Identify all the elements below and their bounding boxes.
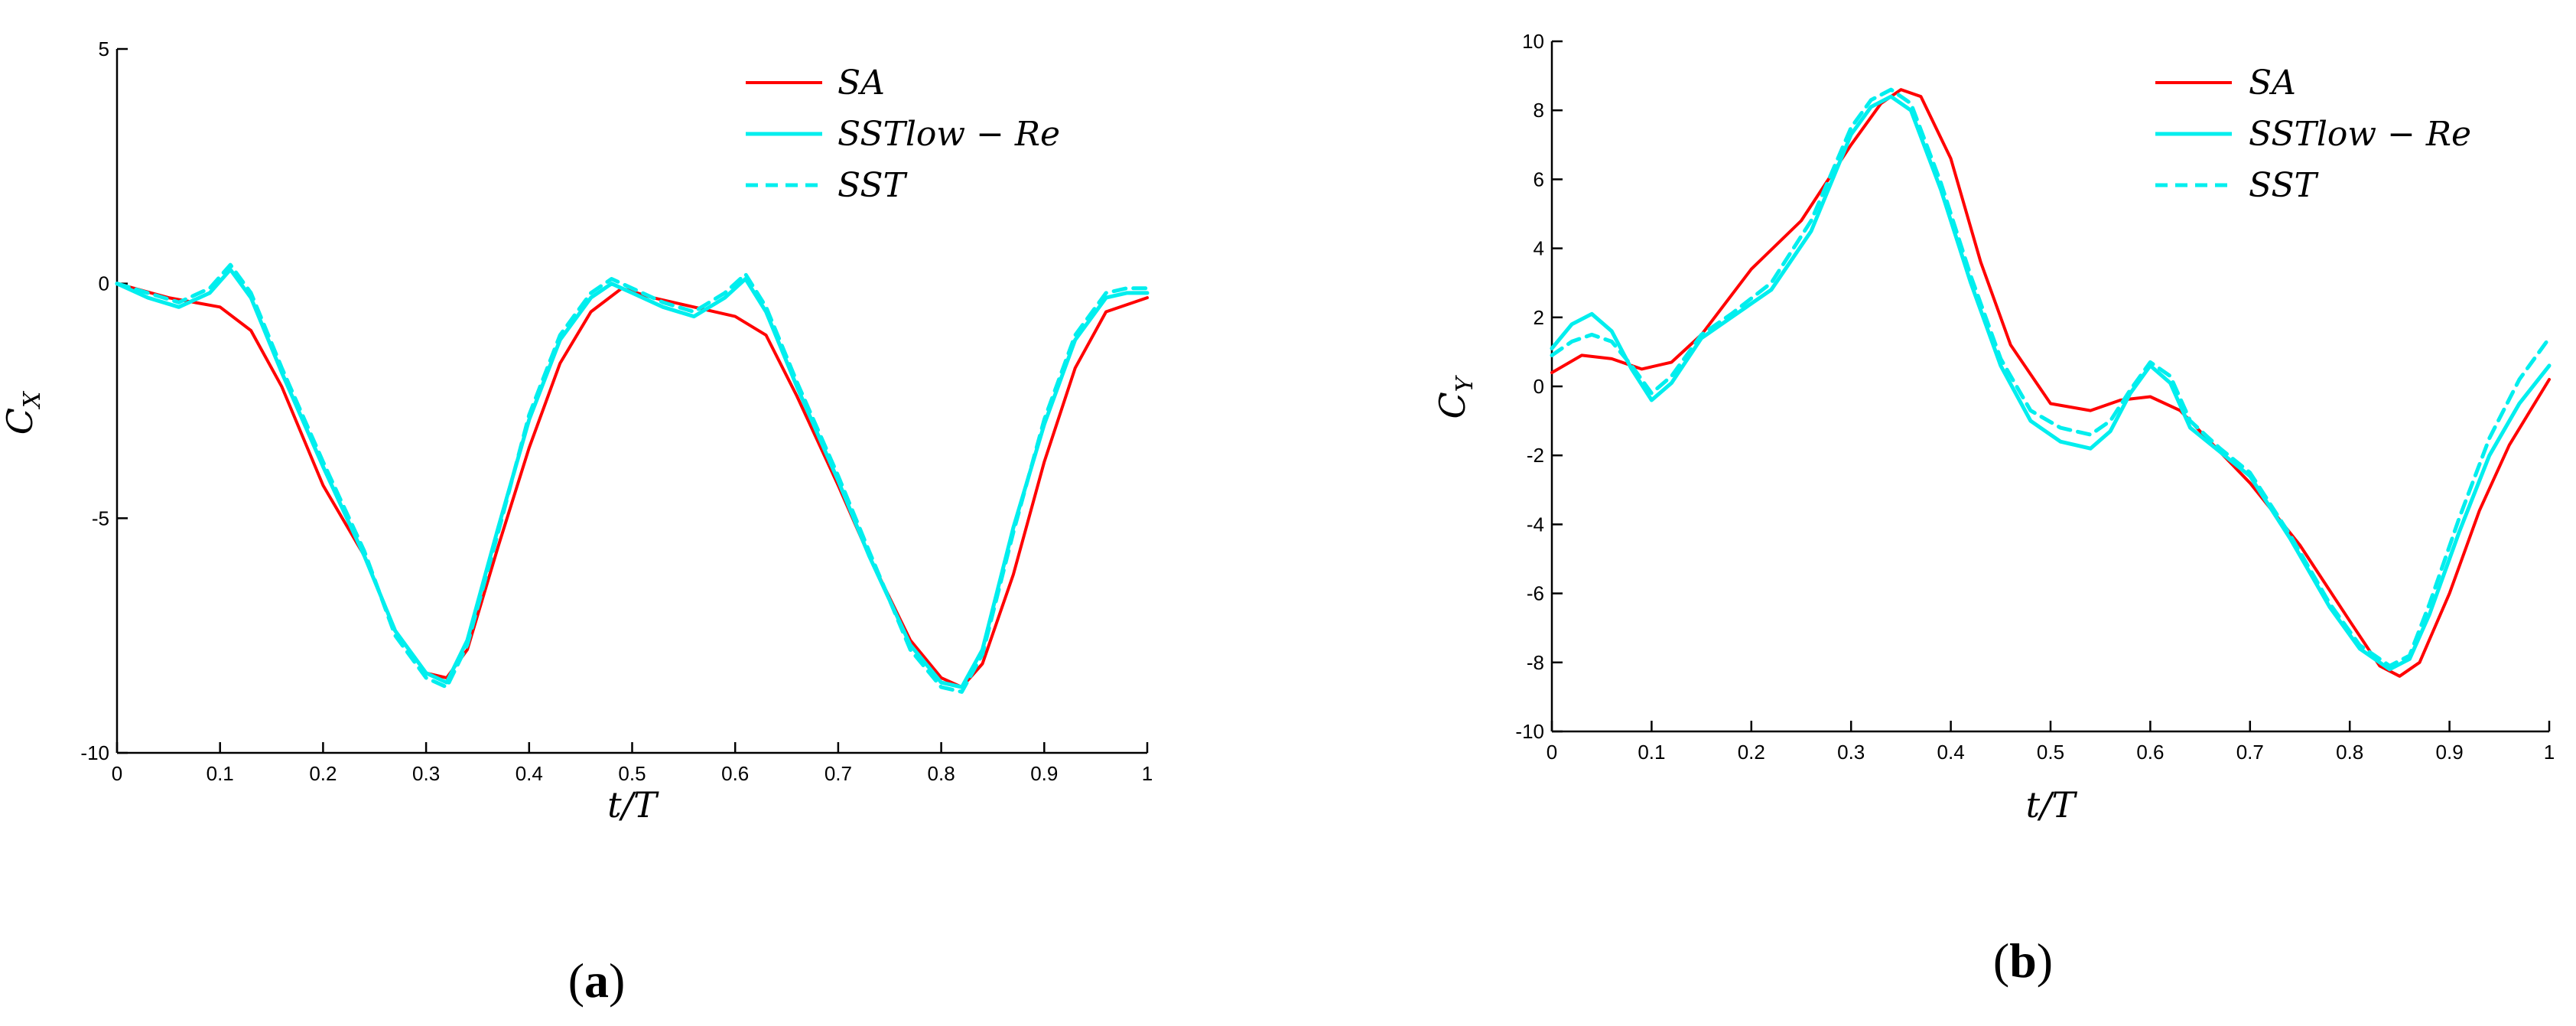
x-tick-label: 0.9 xyxy=(2436,741,2464,764)
y-tick-label: 10 xyxy=(1522,30,1544,53)
x-tick-label: 0 xyxy=(1547,741,1557,764)
y-tick-label: 2 xyxy=(1534,306,1544,329)
y-tick-label: -2 xyxy=(1527,444,1544,467)
x-axis-title: t/T xyxy=(2026,784,2078,826)
series-line-sa xyxy=(115,282,1149,689)
x-tick-label: 0.5 xyxy=(618,762,646,785)
x-tick-label: 0.1 xyxy=(1638,741,1665,764)
series-line-sst-low-re xyxy=(1550,94,2552,672)
x-tick-label: 0.7 xyxy=(2236,741,2264,764)
x-tick-label: 1 xyxy=(2544,741,2555,764)
series-line-sst xyxy=(1550,87,2552,668)
x-tick-label: 0.2 xyxy=(1738,741,1765,764)
chart-panel-b: 0 0.1 0.2 0.3 0.4 0.5 0.6 0.7 0.8 0.9 1 -10 -8 -6 -4 -2… xyxy=(1432,30,2555,988)
x-tick-label: 0.7 xyxy=(825,762,852,785)
y-tick-label: 0 xyxy=(99,272,109,295)
x-tick-label: 0.2 xyxy=(309,762,337,785)
y-tick-label: -5 xyxy=(92,506,109,529)
y-tick-label: 4 xyxy=(1534,237,1544,260)
y-tick-label: 8 xyxy=(1534,99,1544,122)
series-line-sst xyxy=(115,262,1150,694)
x-tick-label: 0.9 xyxy=(1030,762,1058,785)
x-tick-label: 0.4 xyxy=(1937,741,1965,764)
x-tick-label: 0.6 xyxy=(721,762,749,785)
legend-label: SA xyxy=(2249,64,2296,103)
y-tick-label: -8 xyxy=(1527,651,1544,674)
panel-label: (a) xyxy=(568,953,626,1008)
x-tick-label: 0.1 xyxy=(207,762,234,785)
y-axis-title: CX xyxy=(0,390,46,435)
y-tick-label: 5 xyxy=(99,37,109,60)
x-tick-label: 0.8 xyxy=(2336,741,2363,764)
legend-label: SST xyxy=(838,166,909,205)
x-axis-title: t/T xyxy=(607,784,659,826)
x-tick-label: 0.3 xyxy=(1837,741,1865,764)
legend-label: SSTlow − Re xyxy=(838,115,1060,154)
y-tick-label: -4 xyxy=(1527,513,1544,536)
y-tick-label: -6 xyxy=(1527,582,1544,605)
x-tick-label: 0.5 xyxy=(2037,741,2064,764)
y-tick-label: 6 xyxy=(1534,168,1544,191)
x-tick-label: 0.8 xyxy=(928,762,955,785)
x-tick-label: 0 xyxy=(112,762,122,785)
y-tick-label: -10 xyxy=(80,741,109,764)
x-tick-label: 0.6 xyxy=(2136,741,2164,764)
y-tick-label: -10 xyxy=(1515,720,1544,743)
x-tick-label: 0.3 xyxy=(412,762,440,785)
x-tick-label: 1 xyxy=(1142,762,1153,785)
legend-label: SA xyxy=(838,64,885,103)
chart-panel-a: 0 0.1 0.2 0.3 0.4 0.5 0.6 0.7 0.8 0.9 1 -10 -5 0 5 SA SS… xyxy=(0,37,1153,1008)
y-tick-label: 0 xyxy=(1534,375,1544,398)
panel-label: (b) xyxy=(1993,933,2053,988)
series-line-sst-low-re xyxy=(115,267,1150,689)
legend-label: SSTlow − Re xyxy=(2249,115,2471,154)
x-tick-label: 0.4 xyxy=(516,762,543,785)
y-axis-title: CY xyxy=(1432,374,1478,419)
legend-label: SST xyxy=(2249,166,2320,205)
series-line-sa xyxy=(1550,88,2551,678)
